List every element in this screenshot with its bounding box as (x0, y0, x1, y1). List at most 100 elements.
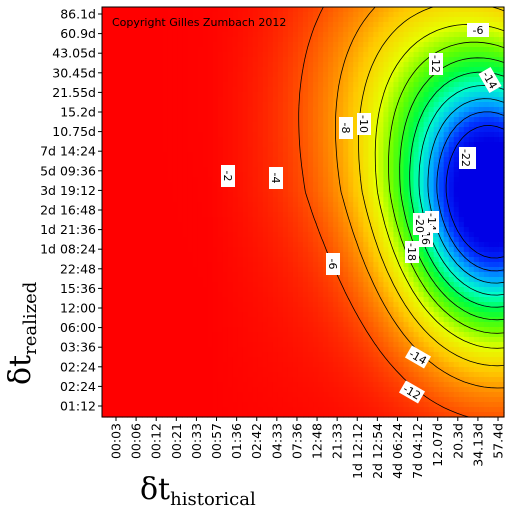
heatmap-cell (448, 212, 455, 218)
heatmap-cell (458, 212, 465, 218)
heatmap-cell (232, 292, 239, 298)
heatmap-cell (282, 127, 289, 133)
heatmap-cell (333, 87, 339, 93)
heatmap-cell (197, 292, 204, 298)
heatmap-cell (478, 102, 485, 108)
heatmap-cell (403, 127, 410, 133)
heatmap-cell (403, 197, 410, 203)
heatmap-cell (383, 252, 390, 258)
heatmap-cell (187, 287, 194, 293)
heatmap-cell (147, 137, 153, 143)
heatmap-cell (473, 67, 480, 73)
heatmap-cell (408, 182, 415, 188)
heatmap-cell (463, 47, 470, 53)
heatmap-cell (463, 187, 470, 193)
heatmap-cell (167, 242, 173, 248)
heatmap-cell (162, 62, 168, 68)
heatmap-cell (197, 277, 204, 283)
heatmap-cell (207, 137, 214, 143)
heatmap-cell (483, 57, 490, 63)
heatmap-cell (117, 62, 123, 68)
heatmap-cell (157, 222, 163, 228)
heatmap-cell (348, 187, 354, 193)
heatmap-cell (473, 172, 480, 178)
heatmap-cell (177, 82, 184, 88)
heatmap-cell (403, 232, 410, 238)
heatmap-cell (303, 207, 309, 213)
heatmap-cell (448, 147, 455, 153)
heatmap-cell (182, 167, 189, 173)
heatmap-cell (237, 252, 244, 258)
heatmap-cell (393, 192, 400, 198)
heatmap-cell (483, 172, 490, 178)
heatmap-cell (443, 72, 450, 78)
heatmap-cell (167, 32, 173, 38)
heatmap-cell (252, 222, 259, 228)
heatmap-cell (122, 177, 128, 183)
heatmap-cell (272, 187, 279, 193)
heatmap-cell (413, 62, 420, 68)
heatmap-cell (137, 177, 143, 183)
heatmap-cell (117, 7, 123, 13)
heatmap-cell (287, 307, 294, 313)
heatmap-cell (187, 142, 194, 148)
heatmap-cell (303, 172, 309, 178)
heatmap-cell (423, 87, 430, 93)
heatmap-cell (458, 197, 465, 203)
heatmap-cell (202, 227, 209, 233)
heatmap-cell (473, 102, 480, 108)
heatmap-cell (297, 292, 304, 298)
heatmap-cell (142, 122, 148, 128)
heatmap-cell (468, 192, 475, 198)
heatmap-cell (162, 257, 168, 263)
heatmap-cell (483, 102, 490, 108)
heatmap-cell (112, 302, 118, 308)
heatmap-cell (338, 297, 344, 303)
heatmap-cell (142, 297, 148, 303)
heatmap-cell (368, 107, 374, 113)
heatmap-cell (433, 32, 440, 38)
heatmap-cell (297, 27, 304, 33)
heatmap-cell (393, 257, 400, 263)
heatmap-cell (428, 22, 435, 28)
heatmap-cell (192, 252, 199, 258)
heatmap-cell (403, 292, 410, 298)
heatmap-cell (192, 152, 199, 158)
heatmap-cell (448, 67, 455, 73)
heatmap-cell (418, 262, 425, 268)
heatmap-cell (247, 237, 254, 243)
heatmap-cell (247, 37, 254, 43)
heatmap-cell (458, 192, 465, 198)
heatmap-cell (107, 67, 113, 73)
heatmap-cell (247, 302, 254, 308)
heatmap-cell (358, 137, 364, 143)
heatmap-cell (308, 102, 314, 108)
heatmap-cell (318, 282, 324, 288)
heatmap-cell (292, 77, 299, 83)
heatmap-cell (292, 157, 299, 163)
heatmap-cell (468, 182, 475, 188)
heatmap-cell (408, 212, 415, 218)
heatmap-cell (277, 92, 284, 98)
heatmap-cell (453, 202, 460, 208)
heatmap-cell (227, 192, 234, 198)
heatmap-cell (388, 117, 395, 123)
heatmap-cell (172, 207, 178, 213)
heatmap-cell (217, 192, 224, 198)
heatmap-cell (257, 42, 264, 48)
heatmap-cell (393, 197, 400, 203)
heatmap-cell (473, 132, 480, 138)
heatmap-cell (232, 217, 239, 223)
heatmap-cell (463, 217, 470, 223)
heatmap-cell (202, 202, 209, 208)
heatmap-cell (157, 247, 163, 253)
heatmap-cell (192, 167, 199, 173)
heatmap-cell (478, 177, 485, 183)
heatmap-cell (152, 232, 158, 238)
heatmap-cell (227, 202, 234, 208)
heatmap-cell (428, 252, 435, 258)
heatmap-cell (353, 277, 359, 283)
heatmap-cell (257, 192, 264, 198)
heatmap-cell (383, 27, 390, 33)
heatmap-cell (192, 37, 199, 43)
